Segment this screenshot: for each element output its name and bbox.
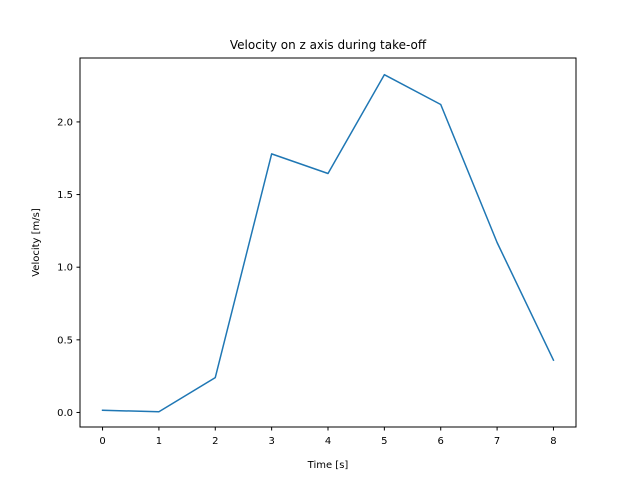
data-point bbox=[440, 104, 442, 106]
y-tick-label: 1.0 bbox=[57, 263, 73, 274]
data-point bbox=[496, 242, 498, 244]
x-tick-label: 1 bbox=[156, 436, 162, 447]
y-tick-label: 2.0 bbox=[57, 117, 73, 128]
data-point bbox=[214, 377, 216, 379]
data-point bbox=[271, 153, 273, 155]
x-tick-label: 8 bbox=[550, 436, 556, 447]
y-axis-label: Velocity [m/s] bbox=[31, 208, 42, 277]
x-axis-ticks: 0 1 2 3 4 5 6 7 8 bbox=[99, 427, 557, 447]
data-point bbox=[158, 411, 160, 413]
x-tick-label: 6 bbox=[438, 436, 444, 447]
x-tick-label: 7 bbox=[494, 436, 500, 447]
data-point bbox=[327, 173, 329, 175]
x-tick-label: 2 bbox=[212, 436, 218, 447]
data-point bbox=[384, 74, 386, 76]
y-tick-label: 1.5 bbox=[57, 190, 73, 201]
x-tick-label: 0 bbox=[99, 436, 105, 447]
chart-title: Velocity on z axis during take-off bbox=[230, 38, 427, 52]
data-point bbox=[553, 359, 555, 361]
series-layer bbox=[101, 73, 555, 413]
y-axis-ticks: 0.0 0.5 1.0 1.5 2.0 bbox=[57, 117, 80, 419]
x-tick-label: 3 bbox=[268, 436, 274, 447]
y-tick-label: 0.5 bbox=[57, 335, 73, 346]
y-tick-label: 0.0 bbox=[57, 408, 73, 419]
series-line bbox=[101, 73, 555, 413]
x-tick-label: 4 bbox=[325, 436, 331, 447]
data-point bbox=[102, 409, 104, 411]
x-tick-label: 5 bbox=[381, 436, 387, 447]
x-axis-label: Time [s] bbox=[307, 460, 349, 471]
